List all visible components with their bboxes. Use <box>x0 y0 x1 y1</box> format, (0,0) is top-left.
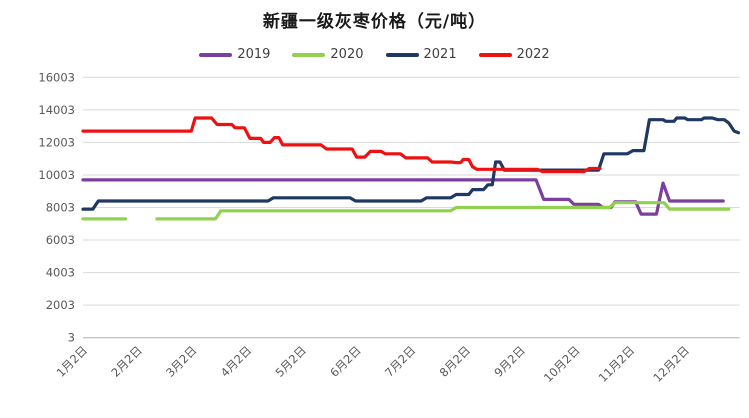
x-tick-label: 3月2日 <box>163 343 200 380</box>
legend-line-swatch <box>478 52 512 57</box>
legend-label: 2021 <box>423 47 457 62</box>
legend-label: 2020 <box>330 47 364 62</box>
legend-label: 2022 <box>516 47 550 62</box>
x-tick-label: 7月2日 <box>382 343 419 380</box>
y-tick-label: 16003 <box>38 70 75 84</box>
y-tick-label: 12003 <box>38 135 75 149</box>
x-tick-label: 6月2日 <box>327 343 364 380</box>
y-tick-label: 3 <box>68 331 75 345</box>
y-tick-label: 10003 <box>38 168 75 182</box>
chart-legend: 2019 2020 2021 2022 <box>0 47 749 62</box>
y-tick-label: 2003 <box>46 298 75 312</box>
legend-line-swatch <box>385 52 419 57</box>
series-line-2022 <box>81 116 602 174</box>
y-tick-label: 14003 <box>38 103 75 117</box>
x-tick-label: 11月2日 <box>596 343 638 385</box>
x-tick-label: 9月2日 <box>491 343 528 380</box>
y-tick-label: 6003 <box>46 233 75 247</box>
x-tick-label: 4月2日 <box>218 343 255 380</box>
legend-item-2021: 2021 <box>385 47 457 62</box>
x-tick-label: 10月2日 <box>541 343 583 385</box>
x-tick-label: 5月2日 <box>272 343 309 380</box>
x-tick-label: 2月2日 <box>108 343 145 380</box>
series-line-2019 <box>81 178 725 216</box>
x-tick-label: 1月2日 <box>54 343 91 380</box>
legend-item-2019: 2019 <box>199 47 270 62</box>
y-tick-label: 8003 <box>46 201 75 215</box>
series-line-2020 <box>155 201 731 221</box>
legend-line-swatch <box>292 52 326 57</box>
legend-item-2020: 2020 <box>292 47 364 62</box>
chart-title: 新疆一级灰枣价格（元/吨） <box>262 12 487 32</box>
legend-line-swatch <box>199 52 233 57</box>
x-tick-label: 12月2日 <box>650 343 692 385</box>
legend-item-2022: 2022 <box>478 47 550 62</box>
legend-label: 2019 <box>237 47 271 62</box>
x-tick-label: 8月2日 <box>437 343 474 380</box>
y-tick-label: 4003 <box>46 266 75 280</box>
